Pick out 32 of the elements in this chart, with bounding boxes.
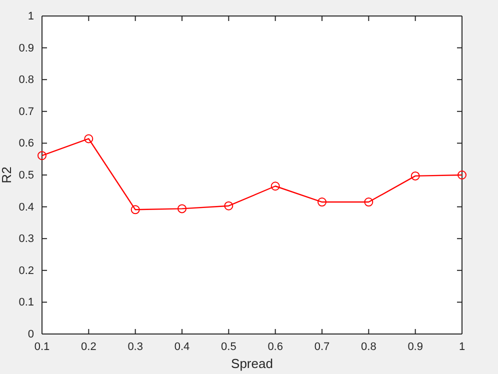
point [270,182,280,191]
point [84,134,94,144]
y-tick-label: 0.2 [18,264,34,277]
x-tick-label: 0.5 [221,340,236,353]
y-axis-title: R2 [0,166,14,184]
x-tick-label: 0.9 [408,340,423,353]
y-tick-label: 0.7 [18,106,34,118]
y-tick-label: 0 [28,328,34,341]
y-tick-label: 0.1 [18,296,34,309]
y-tick-label: 0.6 [18,138,34,150]
x-tick-label: 0.3 [128,340,143,353]
point [224,201,234,210]
y-tick-label: 0.4 [18,201,34,214]
x-axis-title: Spread [231,356,273,371]
point [178,204,186,214]
y-tick-label: 0.5 [18,170,34,182]
point [38,151,46,160]
x-tick-label: 0.2 [81,340,96,353]
point [410,171,420,180]
x-tick-label: 0.7 [314,340,330,353]
x-tick-label: 0.6 [268,340,283,353]
y-tick-label: 0.9 [18,42,34,54]
point [458,170,466,180]
y-tick-label: 0.3 [18,233,34,246]
x-tick-label: 0.8 [361,340,376,353]
y-tick-label: 1 [28,10,34,23]
x-tick-label: 1 [458,340,466,353]
x-tick-label: 0.4 [174,340,190,353]
point [130,205,140,214]
point [364,198,374,207]
y-tick-label: 0.8 [18,74,34,86]
point [318,198,326,207]
